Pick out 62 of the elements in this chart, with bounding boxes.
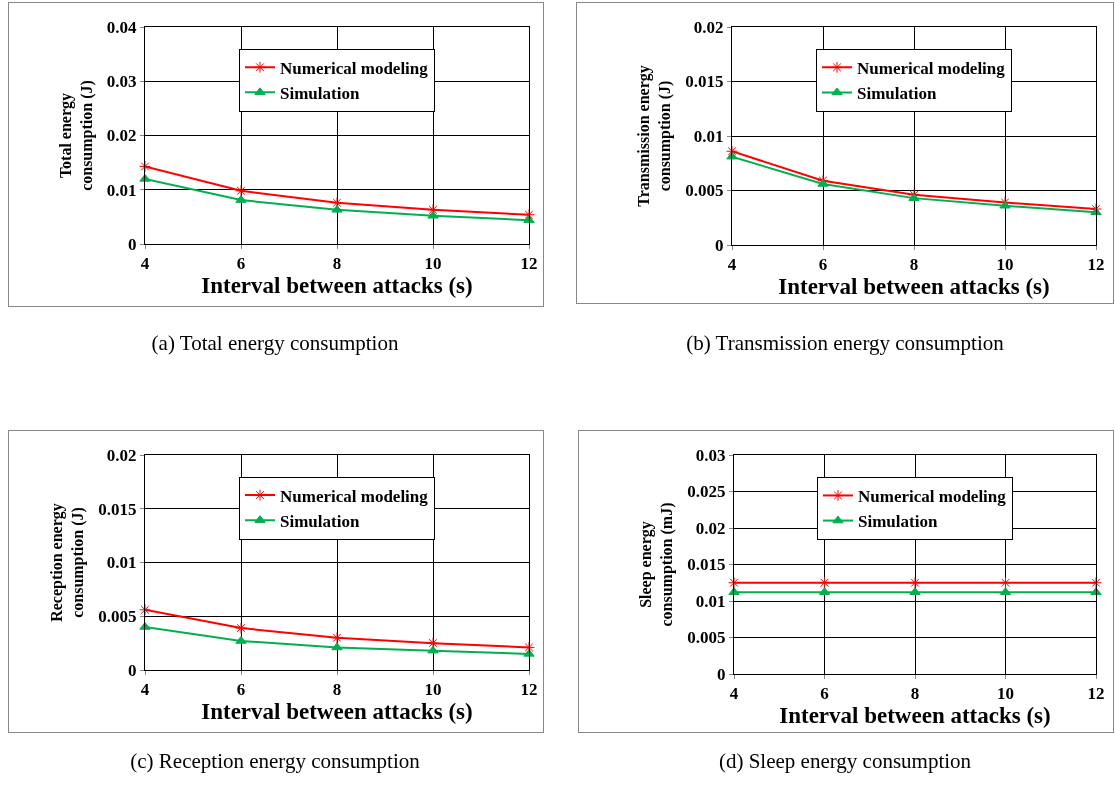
- x-axis-title: Interval between attacks (s): [201, 699, 473, 725]
- y-tick-label: 0.01: [693, 126, 724, 146]
- legend-label: Numerical modeling: [858, 487, 1007, 507]
- x-tick-label: 12: [520, 680, 538, 700]
- y-axis-title: Sleep energy consumption (mJ): [637, 502, 677, 627]
- y-tick-label: 0.02: [106, 445, 137, 465]
- x-tick-label: 10: [424, 254, 442, 274]
- y-tick-label: 0.04: [106, 17, 138, 37]
- x-tick-label: 6: [820, 684, 829, 704]
- x-tick-label: 6: [236, 680, 246, 700]
- legend-label: Simulation: [857, 84, 937, 104]
- legend-label: Simulation: [280, 83, 360, 103]
- text: (c) Reception energy consumption: [129, 749, 421, 774]
- y-tick-label: 0.005: [687, 628, 726, 648]
- x-tick-label: 12: [520, 254, 538, 274]
- x-tick-label: 6: [818, 255, 828, 275]
- y-axis-title: Reception energy consumption (J): [48, 503, 88, 622]
- y-tick-label: 0.025: [687, 482, 726, 502]
- text: (b) Transmission energy consumption: [685, 331, 1005, 356]
- text: (a) Total energy consumption: [150, 331, 400, 356]
- y-tick-label: 0.03: [695, 445, 726, 465]
- y-tick-label: 0.015: [685, 72, 724, 92]
- y-tick-label: 0.015: [687, 555, 726, 575]
- x-tick-label: 4: [729, 684, 739, 704]
- x-tick-label: 8: [332, 680, 342, 700]
- y-tick-label: 0.03: [106, 72, 137, 92]
- text: (d) Sleep energy consumption: [717, 749, 973, 774]
- x-tick-label: 4: [140, 254, 150, 274]
- y-tick-label: 0.01: [695, 591, 726, 611]
- y-tick-label: 0: [717, 664, 726, 684]
- y-tick-label: 0.005: [98, 607, 137, 627]
- x-tick-label: 12: [1087, 684, 1105, 704]
- x-tick-label: 6: [236, 254, 246, 274]
- x-tick-label: 8: [910, 684, 920, 704]
- x-tick-label: 10: [424, 680, 442, 700]
- y-axis-title: Transmission energy consumption (J): [635, 65, 675, 207]
- y-tick-label: 0.015: [98, 499, 137, 519]
- y-tick-label: 0: [128, 234, 137, 254]
- legend-label: Simulation: [858, 512, 938, 532]
- y-tick-label: 0.02: [106, 126, 137, 146]
- x-axis-title: Interval between attacks (s): [778, 274, 1050, 300]
- x-tick-label: 8: [332, 254, 342, 274]
- x-tick-label: 10: [997, 684, 1014, 704]
- x-tick-label: 4: [727, 255, 737, 275]
- legend-label: Numerical modeling: [857, 58, 1006, 78]
- y-tick-label: 0.01: [106, 180, 137, 200]
- legend-label: Simulation: [280, 511, 360, 531]
- legend-label: Numerical modeling: [280, 58, 429, 78]
- y-tick-label: 0.02: [695, 518, 726, 538]
- y-tick-label: 0: [128, 660, 137, 680]
- legend-label: Numerical modeling: [280, 486, 429, 506]
- x-tick-label: 4: [140, 680, 150, 700]
- y-tick-label: 0.005: [685, 181, 724, 201]
- y-tick-label: 0.02: [693, 17, 724, 37]
- y-tick-label: 0.01: [106, 553, 137, 573]
- x-tick-label: 10: [996, 255, 1014, 275]
- y-axis-title: Total energy consumption (J): [56, 80, 96, 191]
- y-tick-label: 0: [715, 235, 724, 255]
- x-axis-title: Interval between attacks (s): [779, 703, 1051, 729]
- x-tick-label: 12: [1087, 255, 1105, 275]
- x-axis-title: Interval between attacks (s): [201, 273, 473, 299]
- x-tick-label: 8: [909, 255, 919, 275]
